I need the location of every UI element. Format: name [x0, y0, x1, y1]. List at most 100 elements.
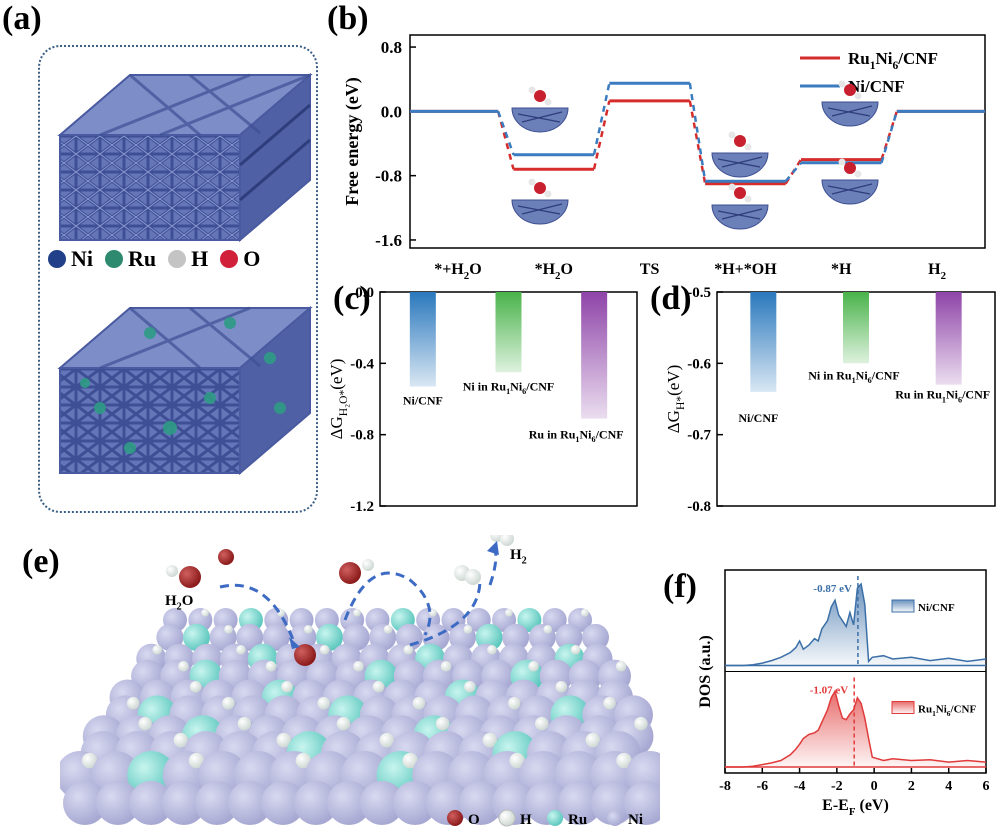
x-category-label-b: *H: [831, 261, 852, 278]
x-tick-label-f: 0: [871, 779, 878, 794]
h-atom-icon: [580, 608, 589, 617]
water-oxygen-icon: [179, 566, 201, 588]
h-atom-icon: [173, 732, 188, 748]
oxygen-atom-icon: [534, 90, 546, 102]
h-atom-icon: [138, 716, 152, 731]
panel-label-e: (e): [22, 543, 60, 580]
bar-label-c-0: Ni/CNF: [403, 394, 443, 408]
x-tick-label-f: 4: [945, 779, 952, 794]
y-tick-label-b: 0.8: [381, 38, 402, 57]
h-atom-icon: [224, 624, 233, 634]
ni-atom-icon: [129, 781, 173, 825]
slab-half-icon: [821, 101, 879, 127]
bar-c-1: [495, 292, 522, 373]
legend-ru-icon: [547, 810, 563, 826]
y-tick-label-b: 0.0: [381, 102, 402, 121]
dos-chart: -8 -6 -4 -2 0 2 4 6 E-EF (eV) DOS (a.u.) -0.87 eV N…: [697, 569, 990, 818]
h-atom-icon: [403, 644, 414, 655]
legend-dot-h: [168, 249, 187, 268]
y-tick-label-b: -0.8: [375, 167, 402, 186]
x-category-label-b: *+H2O: [434, 261, 481, 280]
ni-atom-icon: [582, 623, 609, 651]
slab-lattice-icon: [827, 105, 873, 117]
oxygen-atom-icon: [844, 84, 856, 96]
bar-label-d-0: Ni/CNF: [738, 411, 778, 425]
h-atom-icon: [189, 680, 202, 693]
bar-c-2: [581, 292, 608, 419]
y-tick-label-b: -1.6: [375, 231, 402, 250]
hydrogen-atom-icon: [838, 80, 846, 88]
legend-o-icon: [447, 810, 463, 826]
atom-legend: Ni Ru H O: [48, 244, 318, 272]
slab-half-icon: [711, 152, 769, 178]
h-atom-icon: [615, 660, 627, 672]
h-atom-icon: [616, 752, 632, 769]
energy-connector-ni-0: [496, 110, 515, 156]
plot-frame-b: [409, 34, 986, 249]
y-axis-label-d: ΔGH*(eV): [664, 365, 687, 434]
energy-connector-ni-3: [784, 162, 802, 183]
h-atom-icon: [535, 716, 549, 731]
legend-label-b-1: Ni/CNF: [848, 77, 905, 96]
legend-label-o: O: [243, 245, 261, 271]
ni-atom-icon: [327, 781, 371, 825]
legend-label-f-1: Ru1Ni6/CNF: [918, 704, 976, 718]
x-category-label-b: TS: [640, 261, 660, 278]
ni-atom-icon: [591, 781, 635, 825]
hydrogen-atom-icon: [854, 170, 862, 178]
dos-curve-0: [725, 582, 987, 667]
ru-atom-icon: [315, 623, 343, 651]
d-band-center-label-1: -1.07 eV: [810, 685, 849, 697]
ni-atom-icon: [558, 781, 602, 825]
ni-atom-icon: [195, 781, 239, 825]
h-atom-icon: [505, 608, 513, 617]
legend-label-e-h: H: [520, 812, 532, 828]
h2-label: H2: [510, 547, 527, 567]
h-atom-icon: [482, 732, 498, 748]
h-atom-icon: [440, 660, 452, 672]
panel-label-b: (b): [327, 0, 369, 37]
ru1ni6-cnf-lattice-illustration: [57, 305, 313, 476]
slab-half-icon: [711, 204, 769, 230]
bar-label-d-1: Ni in Ru1Ni6/CNF: [808, 368, 900, 385]
hydrogen-atom-icon: [544, 98, 552, 106]
adsorbate-inset-icon: [711, 183, 769, 230]
h-atom-icon: [303, 624, 313, 634]
x-tick-label-f: 6: [983, 779, 990, 794]
h-atom-icon: [201, 608, 209, 617]
x-tick-label-f: -6: [756, 779, 768, 794]
legend-label-b-0: Ru1Ni6/CNF: [848, 49, 938, 72]
panel-label-c: (c): [333, 280, 371, 317]
y-axis-label-b: Free energy (eV): [342, 77, 363, 206]
x-tick-label-f: -8: [719, 779, 731, 794]
h-atom-icon: [152, 644, 163, 655]
h-atom-icon: [464, 680, 476, 693]
slab-lattice-icon: [717, 156, 763, 168]
h-atom-icon: [353, 608, 361, 617]
hydrogen-atom-icon: [528, 178, 536, 186]
hydroxyl-h-icon: [362, 559, 374, 571]
h-adsorption-bar-chart: -0.5 -0.6 -0.7 -0.8 ΔGH*(eV) Ni/CNF Ni in Ru1N…: [664, 285, 996, 515]
adsorbate-inset-icon: [511, 178, 569, 225]
ru-atom-icon: [182, 623, 210, 651]
hydrogen-atom-icon: [854, 92, 862, 100]
y-tick-label-d: -0.8: [687, 499, 711, 515]
h-atom-icon: [188, 752, 205, 769]
h-atom-icon: [236, 644, 246, 655]
slab-half-icon: [511, 199, 569, 225]
h-atom-icon: [435, 716, 450, 731]
ni-atom-icon: [261, 781, 305, 825]
legend-label-ni: Ni: [71, 245, 93, 271]
ni-atom-icon: [96, 781, 140, 825]
slab-half-icon: [511, 107, 569, 133]
y-tick-label-c: -1.2: [350, 499, 374, 515]
adsorbate-inset-icon: [711, 131, 769, 178]
adsorbate-inset-icon: [821, 80, 879, 127]
h-atom-icon: [126, 696, 140, 710]
oxygen-atom-icon: [534, 182, 546, 194]
h-atom-icon: [265, 660, 277, 672]
h-atom-icon: [237, 716, 252, 731]
bar-d-2: [935, 292, 962, 385]
h-atom-icon: [317, 696, 330, 710]
ni-atom-icon: [555, 623, 583, 651]
